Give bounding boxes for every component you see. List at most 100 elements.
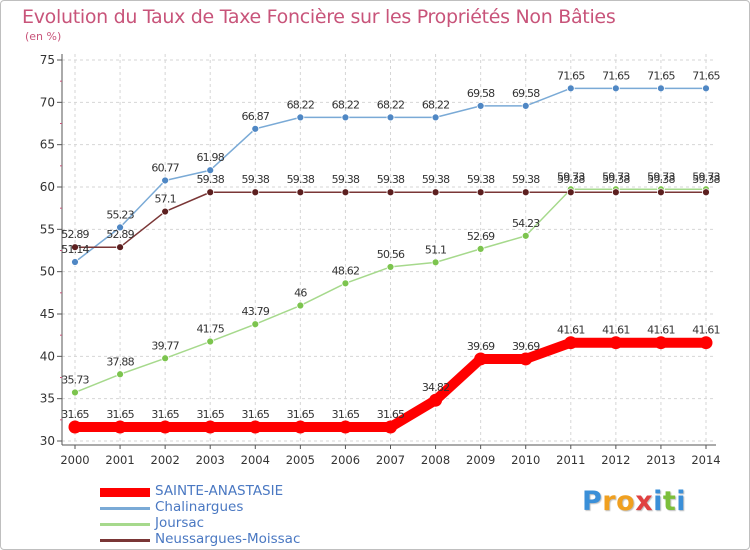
data-label: 41.61 bbox=[692, 324, 720, 337]
y-tick-label: 75 bbox=[40, 53, 55, 67]
x-tick-label: 2014 bbox=[691, 453, 720, 467]
data-label: 57.1 bbox=[154, 193, 175, 206]
series-sainte-anastasie bbox=[68, 336, 713, 434]
data-label: 52.89 bbox=[106, 228, 134, 241]
y-tick-label: 40 bbox=[40, 349, 55, 363]
data-label: 31.65 bbox=[106, 408, 134, 421]
data-point bbox=[203, 420, 217, 434]
data-label: 59.38 bbox=[467, 173, 495, 186]
logo-letter: i bbox=[676, 486, 687, 517]
data-label: 71.65 bbox=[692, 69, 720, 82]
data-label: 68.22 bbox=[332, 98, 360, 111]
proxiti-logo: Proxiti bbox=[582, 486, 686, 517]
data-label: 31.65 bbox=[242, 408, 270, 421]
data-label: 39.77 bbox=[151, 339, 179, 352]
data-label: 59.38 bbox=[196, 173, 224, 186]
data-label: 69.58 bbox=[512, 87, 540, 100]
data-point bbox=[161, 207, 170, 216]
data-label: 31.65 bbox=[377, 408, 405, 421]
chart-title: Evolution du Taux de Taxe Foncière sur l… bbox=[22, 6, 616, 28]
x-tick-label: 2011 bbox=[556, 453, 585, 467]
data-label: 59.73 bbox=[647, 170, 675, 183]
data-labels: 35.73 37.88 39.77 41.75 43.79 46 48.62 50.56 51.… bbox=[61, 170, 721, 386]
x-tick-label: 2010 bbox=[511, 453, 540, 467]
data-label: 43.79 bbox=[242, 305, 270, 318]
data-label: 66.87 bbox=[242, 110, 270, 123]
y-tick-label: 30 bbox=[40, 434, 55, 448]
legend-swatch-neussargues-moissac bbox=[100, 539, 150, 542]
data-point bbox=[476, 244, 485, 253]
data-point bbox=[116, 223, 124, 232]
data-label: 59.38 bbox=[422, 173, 450, 186]
data-point bbox=[611, 84, 620, 93]
data-point bbox=[251, 124, 260, 133]
data-point bbox=[158, 420, 172, 434]
data-point bbox=[251, 188, 260, 197]
data-label: 31.65 bbox=[332, 408, 360, 421]
data-point bbox=[566, 84, 575, 93]
data-point bbox=[654, 336, 668, 350]
data-label: 50.56 bbox=[377, 248, 405, 261]
data-point bbox=[609, 336, 623, 350]
y-tick-label: 45 bbox=[40, 307, 55, 321]
data-point bbox=[206, 337, 215, 346]
y-tick-label: 55 bbox=[40, 222, 55, 236]
x-tick-label: 2008 bbox=[421, 453, 450, 467]
data-labels: 31.65 31.65 31.65 31.65 31.65 31.65 31.65 31.65… bbox=[61, 324, 720, 421]
legend-label: SAINTE-ANASTASIE bbox=[155, 483, 284, 499]
data-point bbox=[116, 370, 124, 379]
data-point bbox=[699, 336, 713, 350]
data-label: 35.73 bbox=[61, 373, 89, 386]
data-label: 59.38 bbox=[557, 173, 585, 186]
data-label: 59.73 bbox=[692, 170, 720, 183]
data-label: 54.23 bbox=[512, 217, 540, 230]
data-label: 68.22 bbox=[422, 98, 450, 111]
x-tick-label: 2006 bbox=[331, 453, 360, 467]
data-point bbox=[248, 420, 262, 434]
y-tick-label: 60 bbox=[40, 180, 55, 194]
y-tick-label: 70 bbox=[40, 95, 55, 109]
data-point bbox=[68, 420, 82, 434]
data-label: 31.65 bbox=[61, 408, 89, 421]
data-point bbox=[476, 101, 485, 110]
data-point bbox=[386, 263, 395, 271]
data-point bbox=[657, 84, 665, 93]
data-point bbox=[113, 420, 127, 434]
data-label: 59.38 bbox=[602, 173, 630, 186]
logo-letter: r bbox=[602, 486, 617, 517]
data-point bbox=[611, 188, 620, 197]
x-tick-label: 2009 bbox=[466, 453, 495, 467]
y-tick-label: 35 bbox=[40, 392, 55, 406]
data-label: 41.61 bbox=[602, 324, 630, 337]
x-tick-label: 2002 bbox=[151, 453, 180, 467]
data-point bbox=[71, 243, 79, 252]
data-point bbox=[341, 113, 350, 122]
data-point bbox=[386, 188, 395, 197]
y-tick-label: 50 bbox=[40, 265, 55, 279]
data-label: 71.65 bbox=[602, 69, 630, 82]
data-point bbox=[474, 352, 488, 366]
data-label: 59.38 bbox=[512, 173, 540, 186]
data-label: 31.65 bbox=[287, 408, 315, 421]
data-point bbox=[293, 420, 307, 434]
x-tick-label: 2003 bbox=[196, 453, 225, 467]
data-point bbox=[206, 166, 215, 175]
data-point bbox=[341, 188, 350, 197]
data-label: 59.73 bbox=[602, 170, 630, 183]
data-label: 71.65 bbox=[557, 69, 585, 82]
data-point bbox=[251, 320, 260, 329]
data-label: 52.89 bbox=[61, 228, 89, 241]
data-point bbox=[431, 188, 440, 197]
chart-unit-label: (en %) bbox=[25, 30, 62, 43]
data-label: 59.38 bbox=[647, 173, 675, 186]
data-label: 31.65 bbox=[151, 408, 179, 421]
data-point bbox=[338, 420, 352, 434]
data-label: 39.69 bbox=[467, 340, 495, 353]
legend-label: Joursac bbox=[155, 515, 205, 531]
data-point bbox=[296, 301, 305, 310]
data-labels: 51.14 55.23 60.77 61.98 66.87 68.22 68.22 68.22… bbox=[61, 69, 721, 256]
legend-label: Chalinargues bbox=[155, 499, 244, 515]
legend-label: Neussargues-Moissac bbox=[155, 531, 301, 547]
data-point bbox=[71, 388, 79, 397]
